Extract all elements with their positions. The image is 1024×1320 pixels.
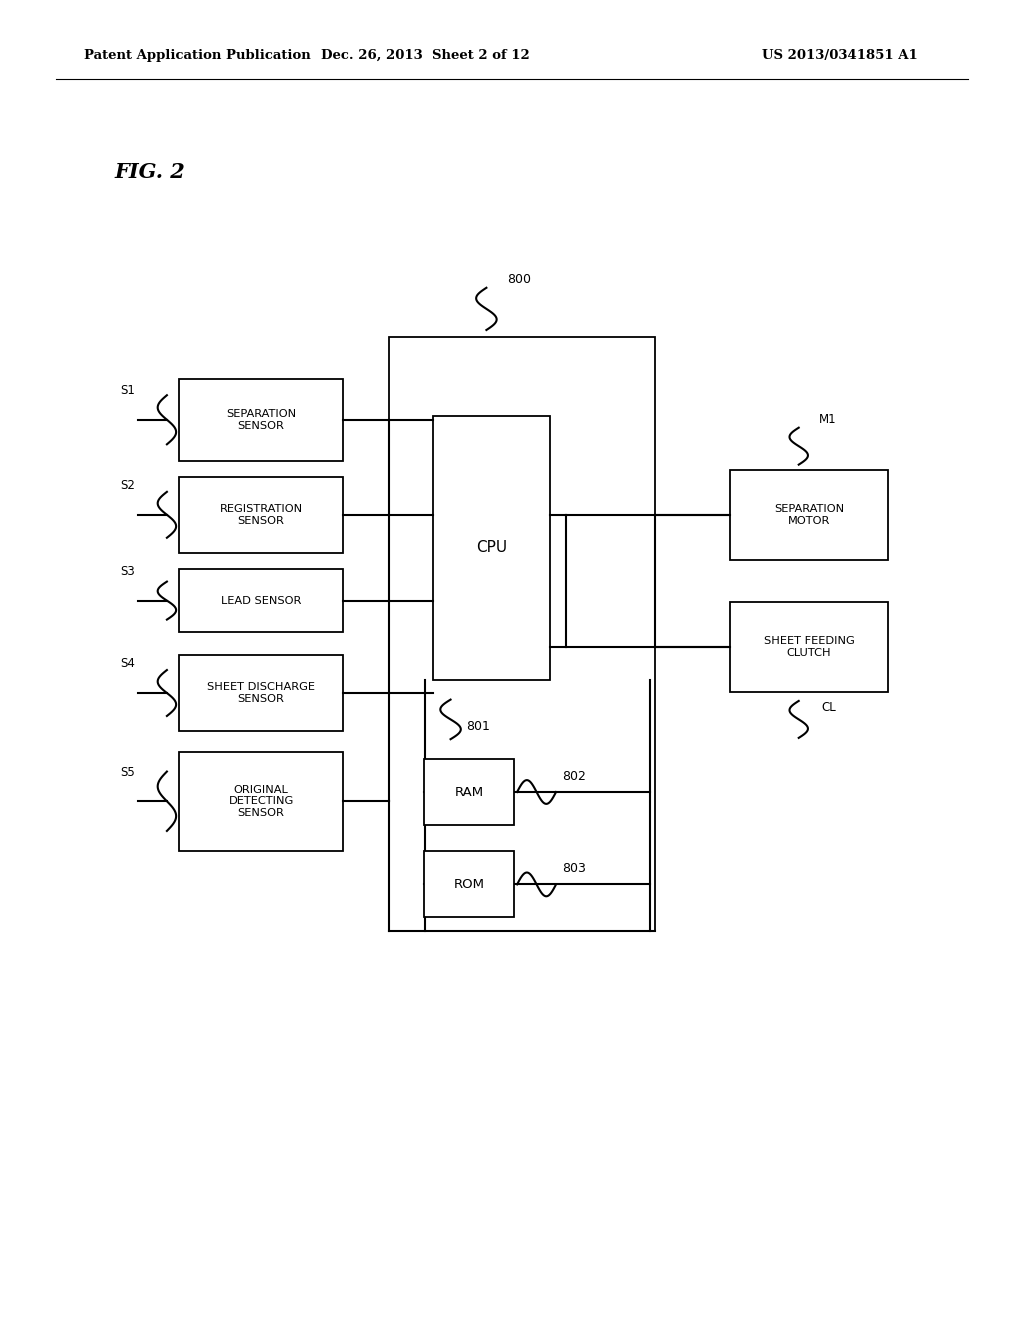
Text: Patent Application Publication: Patent Application Publication <box>84 49 310 62</box>
Text: S1: S1 <box>120 384 135 397</box>
Text: S4: S4 <box>120 657 135 671</box>
FancyBboxPatch shape <box>179 477 343 553</box>
Text: SHEET FEEDING
CLUTCH: SHEET FEEDING CLUTCH <box>764 636 854 657</box>
Text: ORIGINAL
DETECTING
SENSOR: ORIGINAL DETECTING SENSOR <box>228 784 294 818</box>
Text: ROM: ROM <box>454 878 484 891</box>
FancyBboxPatch shape <box>729 602 889 692</box>
Text: S3: S3 <box>121 565 135 578</box>
Text: 800: 800 <box>507 273 530 286</box>
Text: S5: S5 <box>121 766 135 779</box>
FancyBboxPatch shape <box>179 655 343 731</box>
Text: Dec. 26, 2013  Sheet 2 of 12: Dec. 26, 2013 Sheet 2 of 12 <box>321 49 529 62</box>
Text: 803: 803 <box>562 862 586 875</box>
Text: SEPARATION
MOTOR: SEPARATION MOTOR <box>774 504 844 525</box>
Text: LEAD SENSOR: LEAD SENSOR <box>221 595 301 606</box>
FancyBboxPatch shape <box>179 379 343 461</box>
FancyBboxPatch shape <box>424 851 514 917</box>
FancyBboxPatch shape <box>179 751 343 850</box>
Text: CPU: CPU <box>476 540 507 556</box>
Text: SHEET DISCHARGE
SENSOR: SHEET DISCHARGE SENSOR <box>207 682 315 704</box>
Text: S2: S2 <box>120 479 135 492</box>
Text: US 2013/0341851 A1: US 2013/0341851 A1 <box>762 49 918 62</box>
FancyBboxPatch shape <box>389 337 655 931</box>
Text: 802: 802 <box>562 770 586 783</box>
Text: M1: M1 <box>819 413 837 426</box>
FancyBboxPatch shape <box>179 569 343 632</box>
Text: RAM: RAM <box>455 785 483 799</box>
FancyBboxPatch shape <box>729 470 889 560</box>
FancyBboxPatch shape <box>424 759 514 825</box>
Text: CL: CL <box>821 701 836 714</box>
Text: FIG. 2: FIG. 2 <box>115 161 185 182</box>
Text: SEPARATION
SENSOR: SEPARATION SENSOR <box>226 409 296 430</box>
Text: 801: 801 <box>466 719 489 733</box>
Text: REGISTRATION
SENSOR: REGISTRATION SENSOR <box>219 504 303 525</box>
FancyBboxPatch shape <box>432 416 551 680</box>
